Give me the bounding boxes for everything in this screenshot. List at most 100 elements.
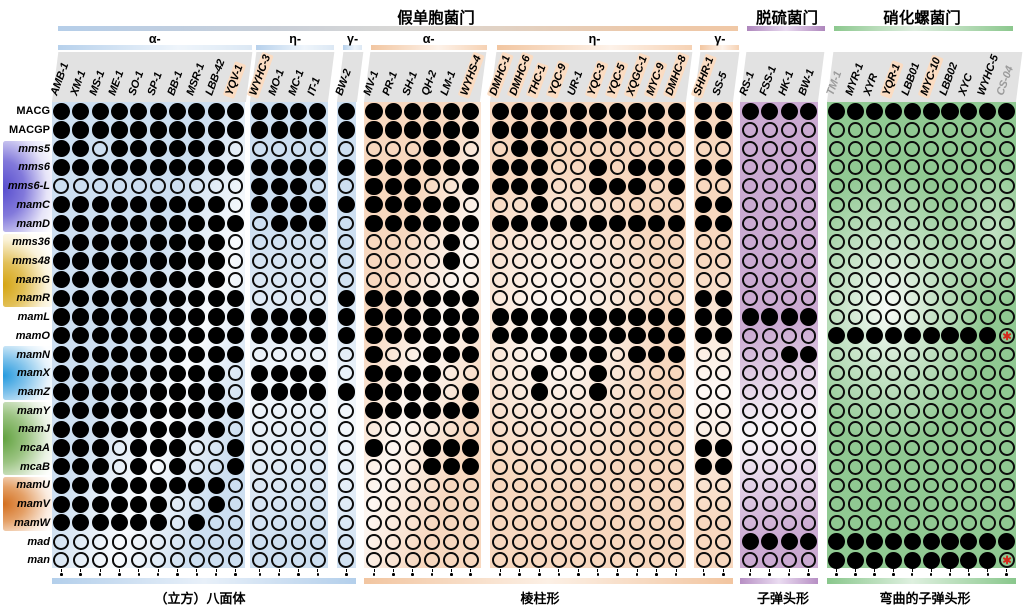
shape-band-orange [364, 578, 734, 585]
cell-MACGP-empty [923, 122, 940, 138]
cell-mcaA-empty [511, 440, 528, 456]
cell-mms48-empty [462, 253, 479, 269]
cell-man-empty [188, 552, 205, 569]
cell-mamY-filled [365, 402, 383, 420]
cell-mamW-empty [251, 514, 268, 531]
cell-mamL-filled [309, 308, 327, 326]
cell-mms6-empty [800, 159, 817, 176]
cell-mamV-filled [149, 495, 167, 513]
cell-mms36-filled [91, 233, 109, 251]
cell-mamL-filled [761, 308, 779, 326]
cell-mamL-filled [714, 308, 732, 326]
cell-mamN-empty [531, 346, 548, 363]
cell-mamR-empty [629, 290, 645, 307]
cell-mms36-empty [828, 234, 845, 251]
cell-mad-empty [648, 533, 665, 550]
column-tick-dot [195, 573, 199, 576]
cell-mms5-empty [629, 140, 645, 157]
cell-MACGP-filled [648, 121, 666, 139]
cell-mamC-filled [714, 196, 732, 214]
cell-mamC-empty [885, 196, 902, 213]
cell-mamL-empty [866, 309, 883, 326]
cell-MACG-filled [922, 102, 940, 120]
cell-mcaA-empty [338, 440, 355, 456]
cell-mms36-filled [188, 233, 206, 251]
column-tick-stem [873, 568, 875, 573]
cell-man-filled [941, 551, 959, 569]
cell-mamW-empty [208, 514, 225, 531]
cell-mms6-L-empty [960, 178, 977, 195]
cell-mms48-empty [309, 253, 326, 269]
cell-mamD-filled [52, 214, 70, 233]
cell-mamN-empty [960, 346, 977, 363]
cell-mamR-empty [531, 290, 548, 307]
cell-mms5-filled [130, 140, 148, 158]
cell-mamD-filled [695, 214, 713, 233]
cell-mamU-empty [531, 477, 548, 494]
cell-mcaB-empty [111, 458, 128, 475]
cell-mamZ-filled [270, 383, 288, 401]
cell-mms48-empty [885, 253, 902, 269]
cell-mamG-empty [800, 271, 817, 288]
cell-mamO-filled [337, 327, 355, 345]
cell-mamU-empty [227, 477, 244, 494]
cell-MACG-filled [903, 102, 921, 120]
cell-mamG-empty [271, 271, 288, 288]
cell-mamC-filled [207, 196, 225, 214]
row-label-mamL: mamL [17, 311, 50, 324]
cell-mad-filled [780, 532, 798, 551]
cell-mamG-empty [885, 271, 902, 288]
cell-mamG-filled [52, 271, 70, 289]
cell-mamO-filled [491, 327, 509, 345]
cell-mms5-empty [609, 140, 626, 157]
column-tick-stem [808, 568, 810, 573]
cell-mamN-empty [609, 346, 626, 363]
shape-label-green: 弯曲的子弹头形 [879, 591, 971, 606]
cell-man-filled [884, 551, 902, 569]
cell-mamR-filled [72, 289, 90, 307]
cell-mms6-empty [885, 159, 902, 176]
row-label-MACGP: MACGP [9, 124, 50, 136]
cell-mad-empty [188, 533, 205, 550]
row-label-mamU: mamU [16, 479, 50, 492]
cell-mms6-empty [550, 159, 567, 176]
cell-man-filled [846, 551, 865, 569]
cell-mms36-empty [271, 234, 288, 251]
cell-mcaB-filled [72, 458, 90, 476]
cell-mms48-filled [72, 252, 90, 270]
cell-mms6-filled [511, 158, 529, 176]
cell-man-empty [668, 552, 685, 569]
cell-mcaB-filled [442, 458, 460, 476]
cell-mad-filled [799, 532, 818, 551]
cell-mcaA-empty [648, 440, 665, 456]
cell-mamW-empty [609, 514, 626, 531]
column-tick-dot [577, 573, 580, 576]
cell-mamJ-empty [550, 421, 567, 438]
class-subband [496, 45, 693, 51]
cell-mamL-empty [942, 309, 958, 326]
cell-mamU-empty [338, 477, 355, 494]
cell-mamV-empty [531, 496, 548, 513]
cell-mamW-empty [338, 514, 355, 531]
cell-mamG-empty [590, 271, 606, 288]
cell-mamG-empty [366, 271, 382, 288]
cell-mamO-filled [569, 327, 587, 345]
cell-mms48-empty [424, 253, 440, 269]
cell-mamG-empty [828, 271, 845, 288]
cell-MACG-filled [72, 102, 90, 120]
cell-mamY-empty [492, 402, 509, 419]
cell-mcaA-empty [609, 440, 626, 456]
cell-mms6-filled [404, 158, 422, 176]
cell-mamR-empty [570, 290, 587, 307]
cell-mcaB-empty [960, 458, 977, 475]
cell-mamD-filled [648, 214, 666, 233]
cell-mamV-empty [904, 496, 921, 513]
cell-mms48-empty [761, 253, 778, 269]
cell-mamX-filled [72, 364, 90, 382]
cell-mms6-L-empty [227, 178, 244, 195]
cell-mms6-L-filled [384, 177, 402, 195]
cell-mamL-filled [628, 308, 646, 326]
cell-man-empty [72, 552, 89, 569]
cell-mms5-empty [92, 140, 109, 157]
